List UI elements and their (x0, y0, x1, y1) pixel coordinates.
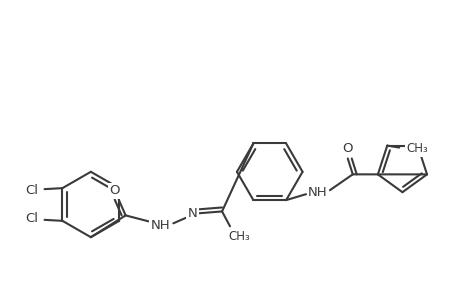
Text: Cl: Cl (25, 184, 38, 196)
Text: Cl: Cl (25, 212, 38, 225)
Text: N: N (187, 207, 196, 220)
Text: O: O (342, 142, 352, 155)
Text: O: O (109, 184, 120, 197)
Text: NH: NH (150, 219, 170, 232)
Text: CH₃: CH₃ (228, 230, 249, 243)
Text: NH: NH (308, 186, 327, 199)
Text: CH₃: CH₃ (405, 142, 427, 155)
Text: S: S (413, 142, 421, 155)
